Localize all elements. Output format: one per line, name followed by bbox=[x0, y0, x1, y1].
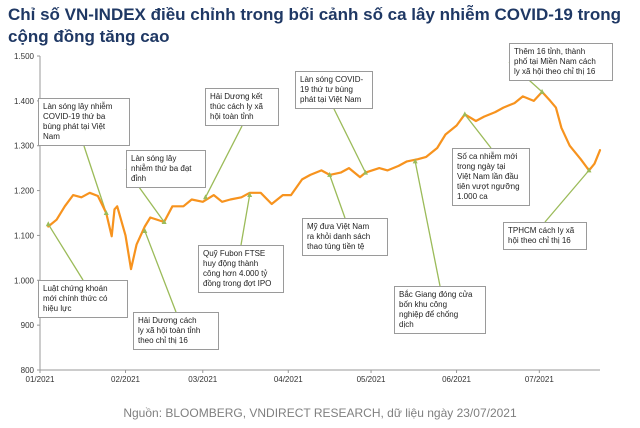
annotation-marker bbox=[539, 88, 545, 94]
annotation-connector bbox=[204, 125, 243, 198]
y-tick-label: 1.000 bbox=[14, 276, 35, 285]
y-tick-label: 1.500 bbox=[14, 52, 35, 61]
annotation-marker bbox=[412, 158, 418, 164]
annotation-1000-cases: Số ca nhiễm mới trong ngày tại Việt Nam … bbox=[452, 148, 530, 206]
x-tick-label: 07/2021 bbox=[525, 375, 554, 384]
y-tick-label: 1.100 bbox=[14, 231, 35, 240]
annotation-connector bbox=[464, 113, 492, 149]
annotation-markers bbox=[45, 88, 592, 233]
y-tick-label: 1.300 bbox=[14, 142, 35, 151]
annotation-third-wave: Làn sóng lây nhiễm COVID-19 thứ ba bùng … bbox=[38, 98, 130, 146]
annotation-connector bbox=[329, 174, 346, 219]
annotation-marker bbox=[45, 221, 51, 227]
chart-title: Chỉ số VN-INDEX điều chỉnh trong bối cản… bbox=[8, 5, 622, 46]
annotation-hcmc-lockdown: TPHCM cách ly xã hội theo chỉ thị 16 bbox=[503, 222, 587, 250]
annotation-marker bbox=[203, 194, 209, 200]
annotation-connector bbox=[83, 145, 107, 214]
y-tick-label: 1.400 bbox=[14, 97, 35, 106]
annotation-us-currency-list: Mỹ đưa Việt Nam ra khỏi danh sách thao t… bbox=[302, 218, 388, 256]
annotation-fubon-ipo: Quỹ Fubon FTSE huy động thành công hơn 4… bbox=[198, 245, 284, 293]
annotation-bac-giang: Bắc Giang đóng cửa bốn khu công nghiệp đ… bbox=[394, 286, 486, 334]
annotation-connector bbox=[144, 230, 177, 313]
annotation-marker bbox=[327, 171, 333, 177]
annotation-marker bbox=[462, 111, 468, 117]
x-tick-label: 04/2021 bbox=[274, 375, 303, 384]
annotation-marker bbox=[247, 192, 253, 198]
annotation-fourth-wave: Làn sóng COVID- 19 thứ tư bùng phát tại … bbox=[295, 71, 373, 109]
x-tick-label: 06/2021 bbox=[442, 375, 471, 384]
annotation-marker bbox=[363, 169, 369, 175]
annotation-connector bbox=[333, 108, 367, 173]
annotation-marker bbox=[103, 210, 109, 215]
axes: 1.500 1.400 1.300 1.200 1.100 1.000 900 80001/2… bbox=[14, 52, 600, 384]
x-tick-label: 03/2021 bbox=[188, 375, 217, 384]
annotation-new-securities-law: Luật chứng khoán mới chính thức có hiệu … bbox=[38, 280, 128, 318]
x-tick-label: 05/2021 bbox=[357, 375, 386, 384]
annotation-connector bbox=[544, 169, 590, 223]
annotation-connectors bbox=[47, 61, 590, 313]
annotation-marker bbox=[586, 167, 592, 173]
annotation-third-wave-peak: Làn sóng lây nhiễm thứ ba đạt đỉnh bbox=[126, 150, 206, 188]
annotation-hai-duong-reopen: Hải Dương kết thúc cách ly xã hội toàn t… bbox=[205, 88, 279, 126]
annotation-16-provinces: Thêm 16 tỉnh, thành phố tại Miền Nam các… bbox=[509, 43, 613, 81]
annotation-connector bbox=[240, 194, 251, 246]
annotation-connector bbox=[47, 223, 84, 281]
y-tick-label: 800 bbox=[21, 366, 35, 375]
y-tick-label: 900 bbox=[21, 321, 35, 330]
annotation-marker bbox=[142, 227, 148, 233]
annotation-connector bbox=[414, 161, 441, 287]
x-tick-label: 01/2021 bbox=[26, 375, 55, 384]
annotation-hai-duong-lockdown: Hải Dương cách ly xã hội toàn tỉnh theo … bbox=[133, 312, 219, 350]
vn-index-line bbox=[47, 90, 602, 271]
y-tick-label: 1.200 bbox=[14, 187, 35, 196]
annotation-marker bbox=[161, 218, 167, 224]
x-tick-label: 02/2021 bbox=[111, 375, 140, 384]
source-note: Nguồn: BLOOMBERG, VNDIRECT RESEARCH, dữ … bbox=[123, 406, 517, 420]
